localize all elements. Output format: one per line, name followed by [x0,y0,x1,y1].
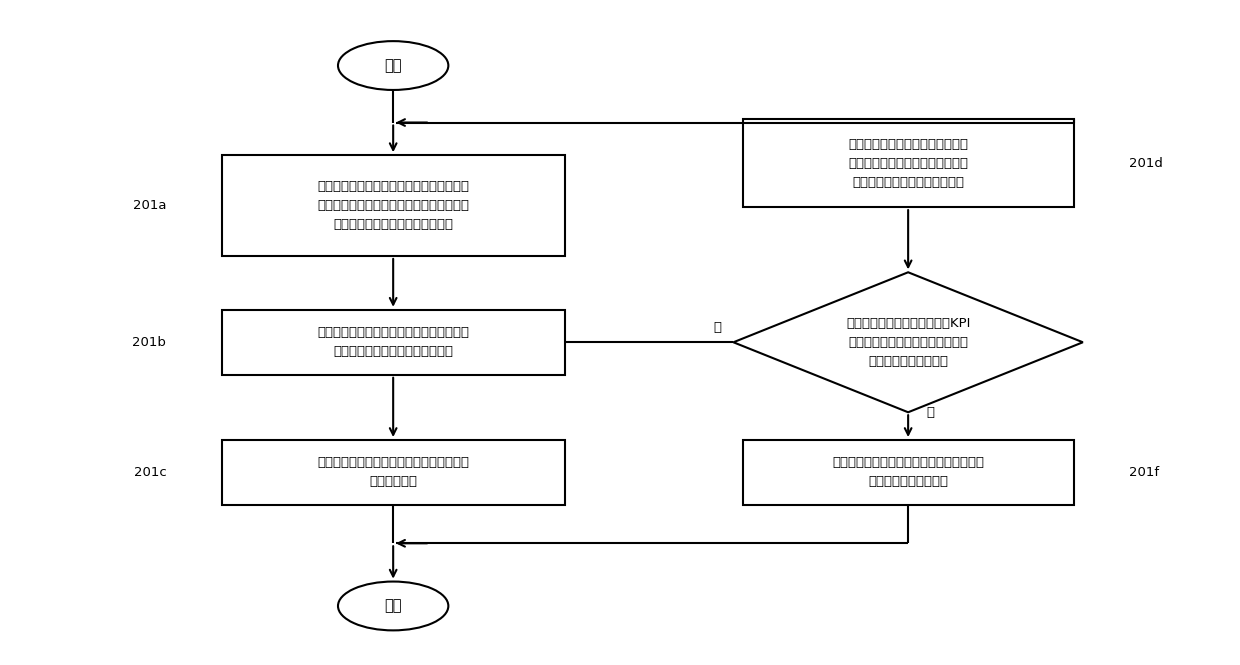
Text: 201b: 201b [133,336,166,348]
Text: 保存所述预设次数次的网络主要性能指标报
警对应的网络状态参数: 保存所述预设次数次的网络主要性能指标报 警对应的网络状态参数 [832,456,985,489]
Bar [743,119,1074,207]
Text: 201f: 201f [1128,466,1159,479]
Text: 结束: 结束 [384,598,402,614]
Bar [222,310,565,375]
Text: 是: 是 [926,406,935,419]
Text: 201a: 201a [133,199,166,212]
Bar [222,440,565,505]
Bar [222,155,565,256]
Text: 否: 否 [713,321,722,334]
Text: 201c: 201c [134,466,166,479]
Text: 网络状态分析装置接收网络主要性
能指标报警，获取所述网络主要性
能指标报警对应的网络状态参数: 网络状态分析装置接收网络主要性 能指标报警，获取所述网络主要性 能指标报警对应的… [848,138,968,189]
Text: 网络状态分析装置保存所述预设个数的所述
网络状态参数: 网络状态分析装置保存所述预设个数的所述 网络状态参数 [317,456,469,489]
Bar [743,440,1074,505]
Text: 201d: 201d [1128,157,1163,170]
Text: 开始: 开始 [384,58,402,73]
Text: 连续接收到的预设次数的网络KPI
报警对应的主要性能指标均大于预
设的主要性能指标阈值: 连续接收到的预设次数的网络KPI 报警对应的主要性能指标均大于预 设的主要性能指… [846,317,971,368]
Text: 网络状态分析装置收集在所述预设的时间周
期内预设个数的所述网络状态参数: 网络状态分析装置收集在所述预设的时间周 期内预设个数的所述网络状态参数 [317,327,469,358]
Text: 网络状态分析装置在预设的时间周期内对网
络状态进行采样，获取在所述预设的时间周
期内所述网络状态的网络状态参数: 网络状态分析装置在预设的时间周期内对网 络状态进行采样，获取在所述预设的时间周 … [317,180,469,231]
